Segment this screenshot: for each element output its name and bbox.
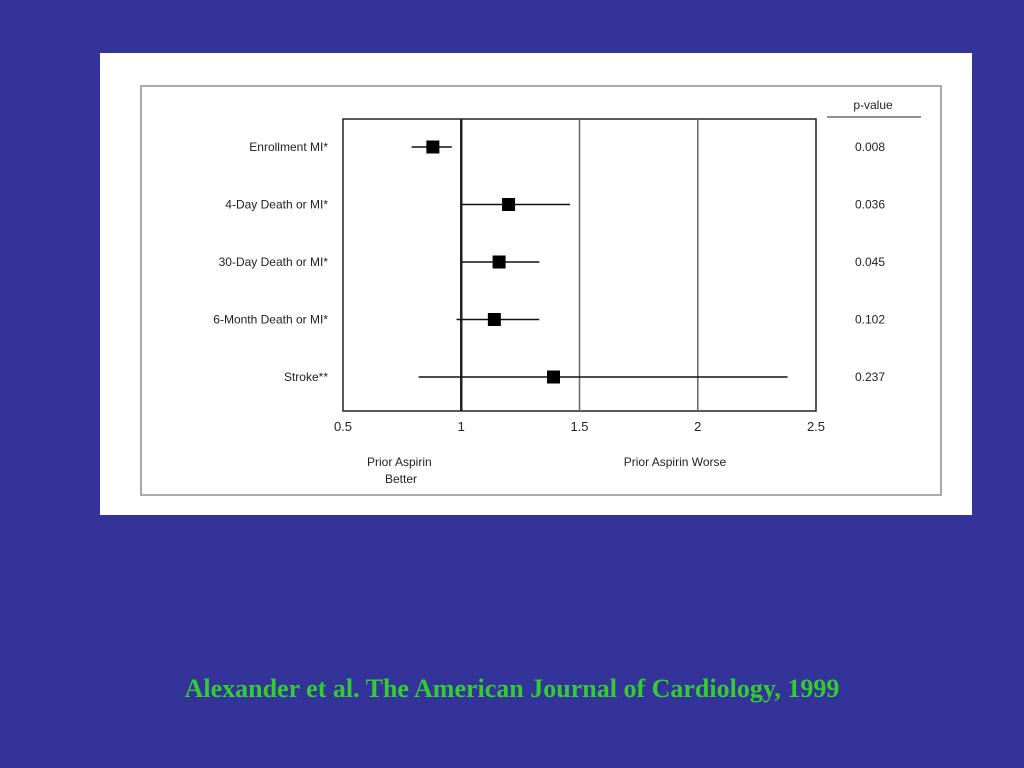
x-tick-label-3: 2 xyxy=(694,419,701,434)
chart-panel: Enrollment MI* 0.008 4-Day Death or MI* 0.0… xyxy=(100,53,972,515)
point-estimate-2 xyxy=(492,255,506,269)
row-label-0: Enrollment MI* xyxy=(249,140,328,154)
pvalue-header: p-value xyxy=(853,98,893,112)
outer-frame xyxy=(140,85,942,496)
pvalue-2: 0.045 xyxy=(855,255,885,269)
x-tick-label-4: 2.5 xyxy=(807,419,825,434)
pvalue-4: 0.237 xyxy=(855,370,885,384)
x-tick-label-2: 1.5 xyxy=(570,419,588,434)
x-tick-label-1: 1 xyxy=(458,419,465,434)
x-tick-label-0: 0.5 xyxy=(334,419,352,434)
pvalue-3: 0.102 xyxy=(855,313,885,327)
row-label-1: 4-Day Death or MI* xyxy=(225,198,328,212)
point-estimate-4 xyxy=(546,370,560,384)
forest-plot: Enrollment MI* 0.008 4-Day Death or MI* 0.0… xyxy=(140,85,942,496)
pvalue-1: 0.036 xyxy=(855,198,885,212)
point-estimate-3 xyxy=(487,313,501,326)
xlabel-left-line-2: Better xyxy=(385,472,417,486)
citation: Alexander et al. The American Journal of… xyxy=(184,674,840,703)
xlabel-right: Prior Aspirin Worse xyxy=(624,455,727,469)
point-estimate-0 xyxy=(426,140,440,154)
xlabel-left: Prior Aspirin Better xyxy=(367,455,435,486)
row-label-2: 30-Day Death or MI* xyxy=(219,255,329,269)
point-estimate-1 xyxy=(502,198,516,211)
row-label-3: 6-Month Death or MI* xyxy=(213,313,328,327)
row-label-4: Stroke** xyxy=(284,370,328,384)
pvalue-0: 0.008 xyxy=(855,140,885,154)
xlabel-left-line-1: Prior Aspirin xyxy=(367,455,432,469)
